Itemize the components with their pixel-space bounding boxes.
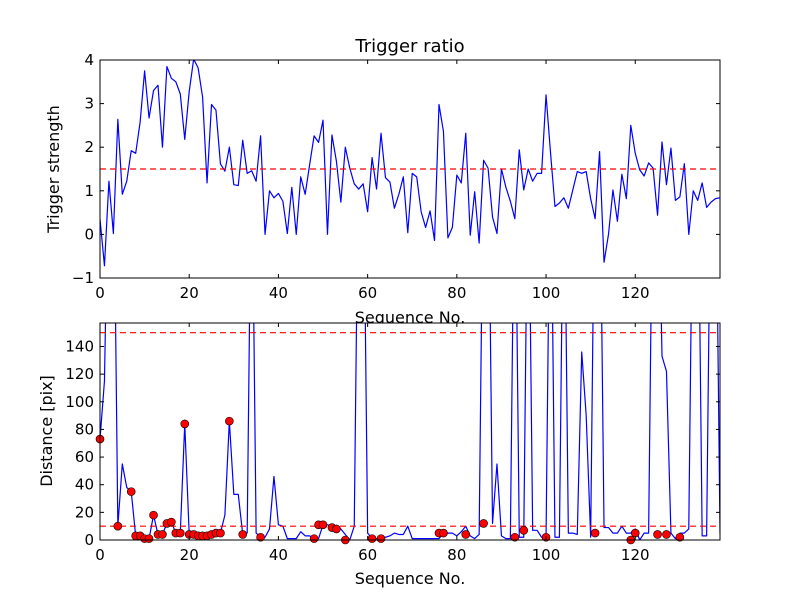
top-x-tick-label: 100 (532, 284, 561, 302)
bottom-marker-point (144, 534, 154, 543)
bottom-plot-area (100, 323, 720, 540)
bottom-marker-point (367, 534, 377, 543)
top-x-tick-label: 40 (269, 284, 288, 302)
bottom-x-tick-label: 40 (269, 546, 288, 564)
top-x-tick-label: 120 (621, 284, 650, 302)
top-y-axis-label: Trigger strength (44, 105, 63, 234)
top-x-tick-label: 0 (95, 284, 105, 302)
bottom-marker-point (479, 519, 488, 528)
bottom-x-axis-label: Sequence No. (355, 569, 466, 588)
bottom-marker-point (113, 521, 123, 531)
bottom-y-tick-label: 100 (65, 393, 94, 411)
bottom-marker-point (309, 534, 319, 543)
top-x-axis-label: Sequence No. (355, 308, 466, 327)
top-x-tick-label: 60 (358, 284, 377, 302)
bottom-marker-point (653, 530, 662, 539)
bottom-ticks-layer: 0 20 40 60 80 100 120 0 20 40 60 80 100 120 140 (65, 323, 720, 564)
bottom-y-tick-label: 20 (75, 503, 94, 521)
bottom-y-tick-label: 60 (75, 448, 94, 466)
bottom-marker-point (675, 532, 685, 542)
bottom-marker-point (318, 520, 328, 530)
top-y-tick-label: −1 (72, 269, 94, 287)
top-y-tick-label: 3 (84, 95, 94, 113)
bottom-marker-point (332, 524, 341, 534)
bottom-marker-point (662, 530, 671, 539)
top-y-tick-label: 4 (84, 51, 94, 69)
bottom-marker-point (461, 530, 471, 539)
bottom-marker-point (256, 532, 265, 542)
top-x-tick-label: 80 (447, 284, 466, 302)
bottom-marker-point (376, 534, 386, 543)
bottom-x-tick-label: 80 (447, 546, 466, 564)
bottom-marker-point (158, 530, 167, 539)
bottom-y-tick-label: 80 (75, 420, 94, 438)
bottom-chart: 0 20 40 60 80 100 120 0 20 40 60 80 100 120 140 Sequen… (37, 322, 721, 588)
bottom-x-tick-label: 60 (358, 546, 377, 564)
bottom-marker-point (510, 532, 520, 542)
top-series-layer (100, 60, 720, 267)
bottom-marker-point (216, 528, 225, 538)
bottom-marker-point (225, 416, 234, 426)
top-x-tick-label: 20 (180, 284, 199, 302)
bottom-x-tick-label: 120 (621, 546, 650, 564)
bottom-marker-point (238, 530, 248, 539)
bottom-marker-point (180, 419, 190, 429)
top-plot-frame (99, 59, 721, 279)
bottom-marker-point (149, 510, 158, 520)
top-series-line (100, 60, 720, 267)
bottom-y-tick-label: 40 (75, 476, 94, 494)
bottom-x-tick-label: 100 (532, 546, 561, 564)
bottom-plot-frame (99, 322, 721, 541)
top-chart-title: Trigger ratio (354, 36, 464, 57)
top-y-tick-label: 0 (84, 225, 94, 243)
bottom-marker-point (167, 517, 176, 527)
bottom-marker-point (630, 528, 640, 538)
bottom-x-tick-label: 20 (180, 546, 199, 564)
bottom-y-tick-label: 120 (65, 365, 94, 383)
bottom-marker-point (175, 528, 185, 538)
top-y-tick-label: 2 (84, 138, 94, 156)
bottom-marker-point (519, 526, 529, 535)
top-y-tick-label: 1 (84, 182, 94, 200)
bottom-x-tick-label: 0 (95, 546, 105, 564)
bottom-marker-point (439, 528, 448, 538)
bottom-y-axis-label: Distance [pix] (37, 375, 56, 487)
bottom-marker-point (590, 528, 600, 538)
bottom-y-tick-label: 140 (65, 337, 94, 355)
bottom-marker-point (126, 487, 136, 496)
bottom-y-tick-label: 0 (84, 531, 94, 549)
bottom-markers-layer (95, 416, 685, 545)
